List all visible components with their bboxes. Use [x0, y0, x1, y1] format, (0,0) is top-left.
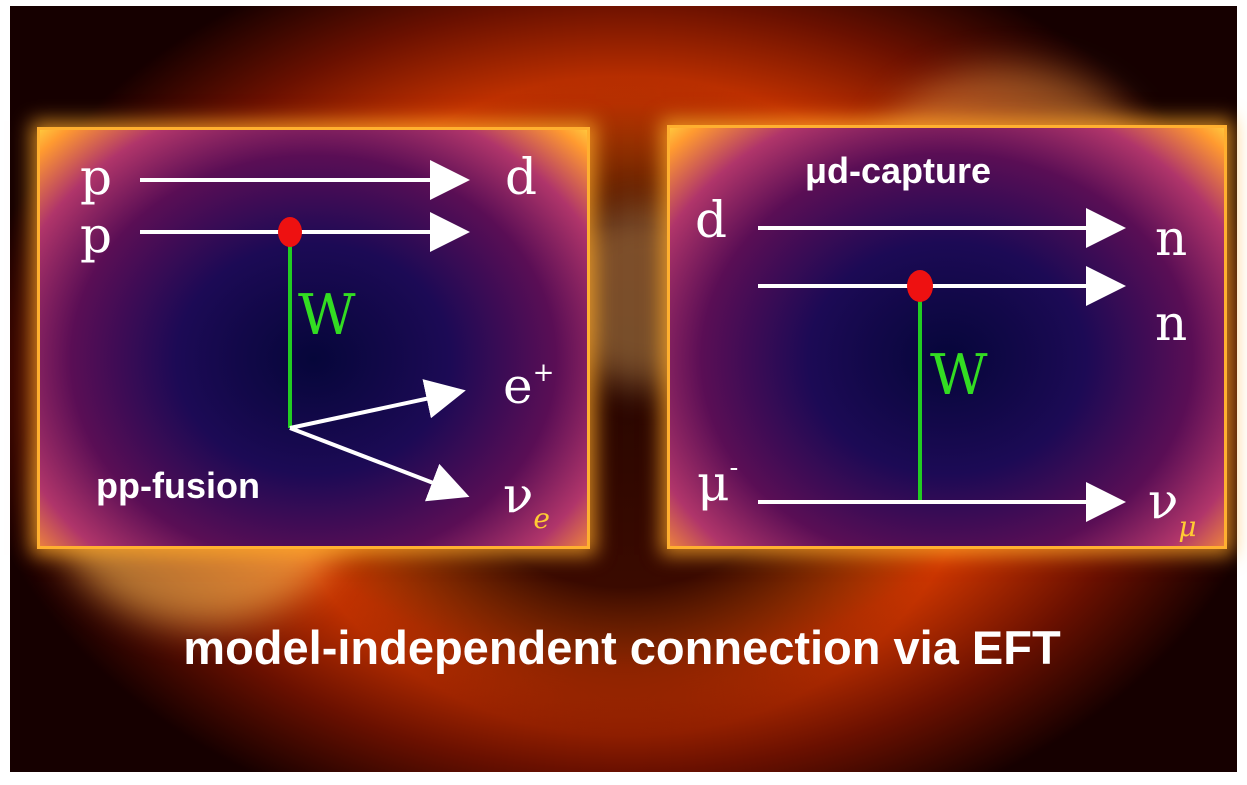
neutron-label-bottom: n: [1155, 294, 1187, 352]
deuteron-label: d: [505, 148, 537, 206]
mu-d-capture-label: μd-capture: [805, 150, 991, 191]
muon-label: μ-: [697, 453, 738, 512]
electron-neutrino-label: νe: [503, 466, 550, 535]
vertex-left: [278, 217, 302, 247]
w-boson-label-left: W: [298, 283, 356, 348]
neutrino-arrow-left: [289, 426, 470, 502]
pp-fusion-label: pp-fusion: [96, 465, 260, 506]
w-boson-label-right: W: [930, 343, 988, 408]
deuteron-label-right: d: [695, 191, 727, 249]
caption: model-independent connection via EFT: [183, 621, 1061, 674]
pp-fusion-panel: [37, 127, 590, 549]
positron-arrow: [289, 379, 466, 430]
neutron-label-top: n: [1155, 209, 1187, 267]
proton-label-top: p: [80, 148, 112, 206]
positron-label: e+: [503, 357, 554, 415]
muon-neutrino-label: νμ: [1148, 472, 1197, 543]
proton-label-bottom: p: [80, 206, 112, 264]
vertex-right: [907, 270, 933, 302]
mu-d-capture-panel: [667, 125, 1227, 549]
